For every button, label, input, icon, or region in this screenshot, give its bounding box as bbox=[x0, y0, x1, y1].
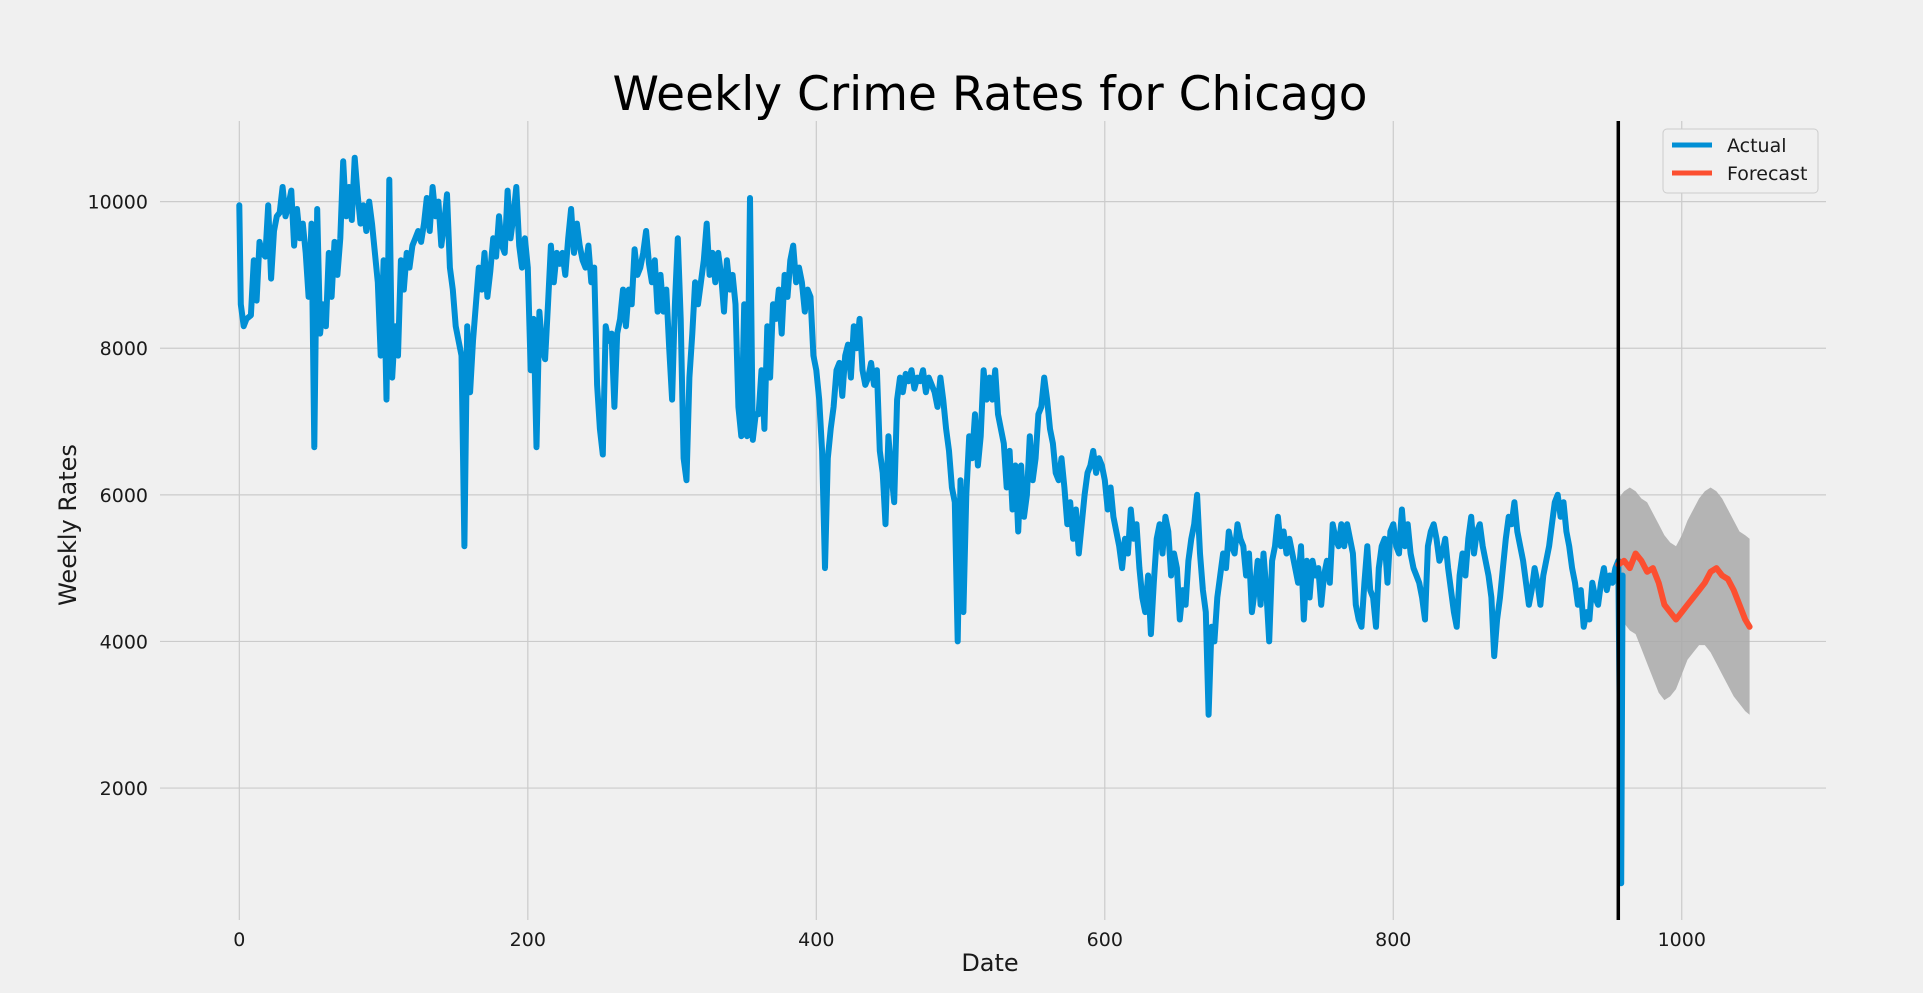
forecast-interval-band bbox=[1618, 487, 1750, 715]
y-tick-label: 10000 bbox=[88, 192, 148, 214]
legend: Actual Forecast bbox=[1662, 128, 1819, 194]
legend-label: Actual bbox=[1727, 135, 1787, 157]
x-axis-label: Date bbox=[961, 949, 1018, 977]
x-tick-label: 0 bbox=[233, 929, 245, 951]
chart-title: Weekly Crime Rates for Chicago bbox=[612, 67, 1367, 122]
confidence-interval bbox=[1618, 487, 1750, 715]
y-tick-label: 8000 bbox=[100, 338, 148, 360]
tick-labels: 0 200 400 600 800 1000 2000 4000 6000 8000 10000 bbox=[88, 192, 1706, 951]
y-tick-label: 2000 bbox=[100, 778, 148, 800]
x-tick-label: 200 bbox=[510, 929, 546, 951]
series-actual-line bbox=[236, 154, 1626, 887]
y-tick-label: 4000 bbox=[100, 631, 148, 653]
y-tick-label: 6000 bbox=[100, 485, 148, 507]
x-tick-label: 600 bbox=[1087, 929, 1123, 951]
series-forecast-line bbox=[1615, 550, 1753, 630]
y-axis-label: Weekly Rates bbox=[54, 444, 82, 606]
grid bbox=[160, 121, 1826, 920]
series bbox=[236, 154, 1753, 887]
x-tick-label: 1000 bbox=[1658, 929, 1706, 951]
x-tick-label: 800 bbox=[1375, 929, 1411, 951]
x-tick-label: 400 bbox=[798, 929, 834, 951]
legend-label: Forecast bbox=[1727, 163, 1807, 185]
